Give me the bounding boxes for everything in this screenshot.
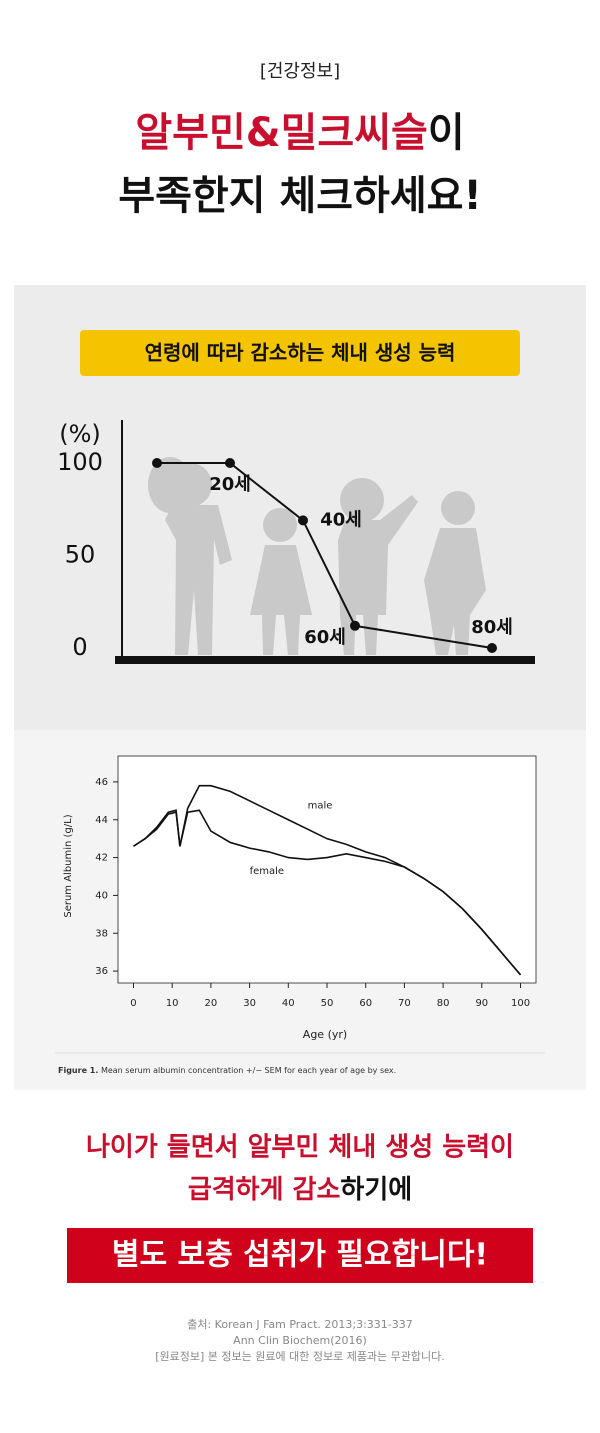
point [152, 458, 162, 468]
callout-text: 별도 보충 섭취가 필요합니다! [112, 1238, 488, 1273]
x-tick-label: 20 [205, 998, 218, 1009]
y-tick-label: 38 [95, 928, 108, 939]
caption-text: Mean serum albumin concentration +/− SEM… [101, 1066, 396, 1075]
y-tick-label: 44 [95, 815, 108, 826]
category-label: 60세 [304, 627, 346, 648]
x-tick-label: 30 [243, 998, 256, 1009]
y-tick-label: 42 [95, 853, 108, 864]
y-tick-label: 36 [95, 966, 108, 977]
plot-area [117, 755, 537, 984]
point [487, 643, 497, 653]
silhouettes [148, 457, 486, 655]
conclusion: 급격하게 감소하기에 [188, 1175, 412, 1205]
y-tick-label: 0 [72, 633, 87, 661]
category-label: 80세 [471, 617, 513, 638]
line [133, 809, 522, 976]
x-tick-label: 60 [359, 998, 372, 1009]
point [350, 620, 360, 631]
caption-label: Figure 1. [58, 1066, 98, 1075]
y-axis-label: (%) [59, 420, 101, 448]
header-label: [건강정보] [260, 61, 340, 82]
x-tick-label: 40 [282, 998, 295, 1009]
x-tick-label: 50 [321, 998, 334, 1009]
x-tick-label: 0 [130, 998, 136, 1009]
x-axis-label: Age (yr) [303, 1028, 347, 1041]
source: 출처: Korean J Fam Pract. 2013;3:331-337 [187, 1318, 413, 1331]
banner [80, 330, 520, 376]
source: Ann Clin Biochem(2016) [233, 1334, 367, 1347]
y-axis-label: Serum Albumin (g/L) [63, 814, 74, 917]
point [298, 515, 308, 526]
category-label: 40세 [320, 509, 362, 530]
source: [원료정보] 본 정보는 원료에 대한 정보로 제품과는 무관합니다. [155, 1350, 445, 1363]
conclusion: 나이가 들면서 알부민 체내 생성 능력이 [86, 1133, 514, 1163]
category-label: 20세 [209, 474, 251, 495]
x-tick-label: 70 [398, 998, 411, 1009]
y-tick-label: 50 [65, 541, 96, 569]
y-tick-label: 40 [95, 890, 108, 901]
conclusion-red: 급격하게 감소 [188, 1175, 341, 1205]
series-label: male [308, 801, 333, 812]
x-tick-label: 100 [511, 998, 530, 1009]
y-tick-label: 46 [95, 777, 108, 788]
title-black: 이 [428, 110, 465, 156]
conclusion-black: 하기에 [340, 1175, 412, 1205]
title: 부족한지 체크하세요! [118, 173, 481, 219]
x-tick-label: 80 [437, 998, 450, 1009]
caption: Figure 1. Mean serum albumin concentrati… [58, 1066, 396, 1075]
point [225, 458, 235, 468]
x-tick-label: 90 [475, 998, 488, 1009]
title: 알부민&밀크씨슬이 [135, 110, 464, 156]
title-red: 알부민&밀크씨슬 [135, 110, 427, 156]
callout-box [67, 1228, 533, 1283]
banner-text: 연령에 따라 감소하는 체내 생성 능력 [145, 341, 456, 365]
series-label: female [250, 866, 284, 877]
x-tick-label: 10 [166, 998, 179, 1009]
y-tick-label: 100 [57, 448, 103, 476]
